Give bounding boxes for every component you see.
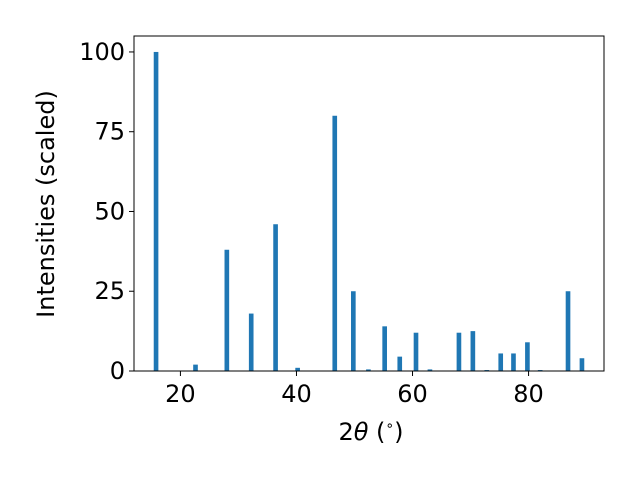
bar-49.8	[351, 291, 356, 371]
bar-89.2	[579, 358, 585, 371]
bar-79.8	[525, 342, 530, 371]
bar-15.8	[153, 51, 159, 371]
bar-series	[153, 51, 585, 371]
bar-32.2	[248, 313, 254, 371]
bar-28	[224, 249, 230, 371]
bar-70.4	[470, 331, 476, 371]
y-tick-label: 75	[94, 118, 125, 146]
x-tick-label: 60	[397, 380, 428, 408]
bar-36.4	[273, 224, 278, 371]
x-tick-label: 80	[513, 380, 544, 408]
plot-frame	[133, 35, 605, 372]
y-axis-label: Intensities (scaled)	[32, 90, 60, 318]
bar-77.4	[511, 353, 516, 371]
y-tick-label: 100	[79, 38, 125, 66]
y-tick-label: 50	[94, 197, 125, 225]
bar-63	[427, 369, 433, 371]
bar-55.2	[382, 326, 387, 371]
x-tick-label: 40	[281, 380, 312, 408]
x-axis-ticks: 20 40 60 80	[165, 371, 544, 408]
y-tick-label: 25	[94, 277, 125, 305]
bar-40.2	[295, 367, 300, 371]
bar-75.2	[498, 353, 504, 371]
y-tick-label: 0	[110, 357, 125, 385]
bar-52.4	[366, 369, 371, 371]
bar-57.8	[397, 356, 403, 371]
x-tick-label: 20	[165, 380, 196, 408]
bar-86.8	[565, 291, 571, 371]
bar-60.6	[413, 332, 419, 371]
y-axis-ticks: 0 25 50 75 100	[79, 38, 134, 385]
bar-46.6	[332, 115, 338, 371]
bar-22.6	[193, 364, 198, 371]
bar-68	[456, 332, 462, 371]
x-axis-label: 2θ (∘)	[338, 418, 403, 446]
